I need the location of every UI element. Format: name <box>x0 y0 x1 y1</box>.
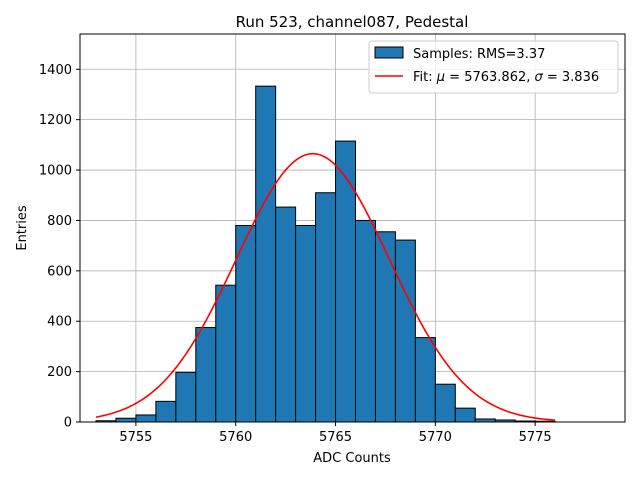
histogram-bar-13 <box>354 219 376 423</box>
legend-fit-sigma-symbol: σ <box>535 70 544 85</box>
y-axis-ticks: 0 200 400 600 800 1000 1200 1400 <box>39 63 80 431</box>
histogram-bar-10 <box>295 224 317 423</box>
y-tick-label-0: 0 <box>64 416 72 431</box>
histogram-bar-3 <box>155 400 177 423</box>
histogram-bar-11 <box>315 192 337 423</box>
histogram-bar-4 <box>175 371 197 423</box>
legend-box <box>368 40 619 94</box>
legend-label-samples: Samples: RMS=3.37 <box>413 47 545 62</box>
histogram-bar-18 <box>454 407 476 423</box>
x-axis-ticks: 5755 5760 5765 5770 5775 <box>119 422 552 445</box>
y-tick-label-6: 1200 <box>39 113 72 128</box>
y-tick-label-1: 200 <box>47 365 72 380</box>
y-tick-label-4: 800 <box>47 214 72 229</box>
chart-title: Run 523, channel087, Pedestal <box>236 13 469 31</box>
y-tick-label-3: 600 <box>47 264 72 279</box>
x-tick-label-2: 5765 <box>319 430 352 445</box>
histogram-bar-9 <box>275 206 297 423</box>
x-tick-label-0: 5755 <box>119 430 152 445</box>
y-tick-label-7: 1400 <box>39 63 72 78</box>
legend: Samples: RMS=3.37 Fit: μ = 5763.862, σ =… <box>368 40 619 94</box>
legend-fit-mu-value: = 5763.862, <box>445 70 534 85</box>
legend-swatch-samples <box>374 46 404 59</box>
plot-frame <box>79 33 626 423</box>
histogram-bar-1 <box>115 417 137 423</box>
y-axis-label: Entries <box>15 205 30 251</box>
histogram-bar-17 <box>434 383 456 423</box>
x-tick-label-1: 5760 <box>219 430 252 445</box>
legend-fit-mu-symbol: μ <box>436 70 445 85</box>
legend-fit-sigma-value: = 3.836 <box>543 70 599 85</box>
histogram-bar-2 <box>135 414 157 423</box>
legend-fit-prefix: Fit: <box>413 70 437 85</box>
histogram-bar-14 <box>374 231 396 423</box>
histogram-bar-5 <box>195 327 217 423</box>
x-tick-label-3: 5770 <box>419 430 452 445</box>
histogram-bar-8 <box>255 85 277 423</box>
histogram-bar-16 <box>414 337 436 423</box>
histogram-bar-6 <box>215 284 237 423</box>
legend-label-fit: Fit: μ = 5763.862, σ = 3.836 <box>413 70 599 85</box>
y-tick-label-2: 400 <box>47 315 72 330</box>
fit-curve <box>95 152 556 421</box>
x-tick-label-4: 5775 <box>519 430 552 445</box>
histogram-bar-12 <box>335 140 356 423</box>
x-axis-label: ADC Counts <box>313 451 391 466</box>
histogram-bar-15 <box>394 239 416 423</box>
y-tick-label-5: 1000 <box>39 164 72 179</box>
